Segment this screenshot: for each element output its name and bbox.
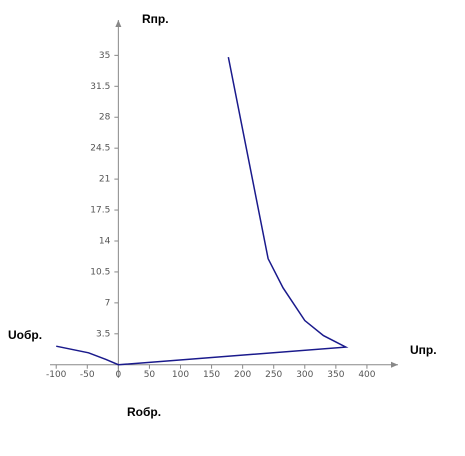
x-tick-label: -100 (46, 370, 67, 380)
y-tick-label: 10.5 (90, 267, 110, 277)
x-tick-label: 300 (296, 370, 313, 380)
x-tick-label: 50 (144, 370, 156, 380)
y-tick-label: 35 (99, 51, 110, 61)
x-tick-label: 100 (172, 370, 189, 380)
y-tick-label: 17.5 (90, 206, 110, 216)
y-tick-label: 14 (99, 236, 111, 246)
x-tick-label: 250 (265, 370, 282, 380)
y-tick-label: 31.5 (90, 82, 110, 92)
x-tick-label: -50 (80, 370, 95, 380)
y-axis-negative-label: Rобр. (127, 405, 161, 419)
x-tick-label: 200 (234, 370, 251, 380)
y-tick-label: 28 (99, 113, 111, 123)
x-axis-arrow (391, 361, 398, 368)
x-tick-label: 350 (327, 370, 344, 380)
y-tick-label: 21 (99, 175, 110, 185)
x-tick-label: 0 (115, 370, 121, 380)
x-tick-label: 150 (203, 370, 220, 380)
x-tick-label: 400 (358, 370, 375, 380)
y-tick-label: 7 (105, 298, 111, 308)
y-axis-label: Rпр. (142, 12, 169, 26)
y-tick-label: 3.5 (96, 329, 110, 339)
y-tick-label: 24.5 (90, 144, 110, 154)
x-axis-label: Uпр. (410, 343, 437, 357)
y-axis-arrow (115, 20, 122, 27)
data-line (56, 56, 349, 366)
x-axis-negative-label: Uобр. (8, 328, 42, 342)
